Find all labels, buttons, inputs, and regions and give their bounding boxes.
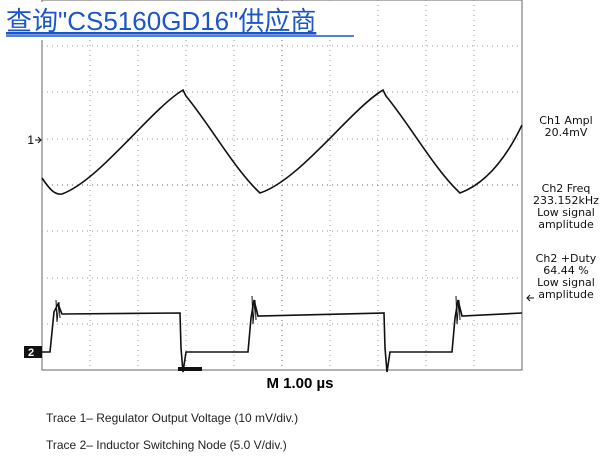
scope-screen: 1 2 — [24, 0, 534, 372]
caption: Trace 2– Inductor Switching Node (5.0 V/… — [46, 438, 287, 452]
timebase: M 1.00 µs — [266, 375, 333, 392]
channel-marker: 2 — [28, 347, 34, 359]
trigger-arrow — [527, 295, 534, 301]
title-link[interactable]: 查询"CS5160GD16"供应商 — [6, 6, 316, 36]
measurement-line: 20.4mV — [545, 126, 588, 139]
measurement-line: amplitude — [538, 288, 594, 301]
page: 1 2 Ch1 Ampl20.4mVCh2 Freq233.152kHzLow … — [0, 0, 608, 461]
trigger-mark — [178, 367, 202, 371]
channel-marker: 1 — [27, 133, 34, 147]
marker-arrow — [35, 137, 41, 143]
caption: Trace 1– Regulator Output Voltage (10 mV… — [46, 411, 298, 425]
measurement-line: amplitude — [538, 218, 594, 231]
